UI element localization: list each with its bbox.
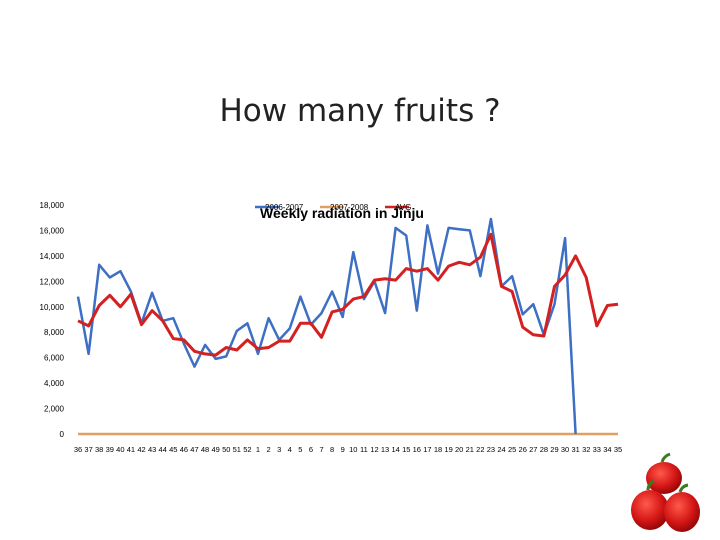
x-tick-label: 24 <box>497 445 505 454</box>
x-tick-label: 35 <box>614 445 622 454</box>
legend: 2006-2007 2007-2008 AVG <box>255 203 411 212</box>
x-tick-label: 50 <box>222 445 230 454</box>
y-axis: 0 2,000 4,000 6,000 8,000 10,000 12,000 14,000 1… <box>40 201 65 439</box>
x-tick-label: 11 <box>360 445 368 454</box>
slide-title: How many fruits ? <box>219 93 501 129</box>
x-tick-label: 30 <box>561 445 569 454</box>
x-tick-label: 49 <box>211 445 219 454</box>
x-tick-label: 7 <box>319 445 323 454</box>
pepper-shape <box>664 492 700 532</box>
x-tick-label: 34 <box>603 445 611 454</box>
x-tick-label: 2 <box>267 445 271 454</box>
x-tick-label: 27 <box>529 445 537 454</box>
x-tick-label: 9 <box>341 445 345 454</box>
x-tick-label: 8 <box>330 445 334 454</box>
x-tick-label: 41 <box>127 445 135 454</box>
x-tick-label: 45 <box>169 445 177 454</box>
x-tick-label: 48 <box>201 445 209 454</box>
series-line-avg <box>77 232 619 357</box>
x-tick-label: 16 <box>413 445 421 454</box>
x-tick-label: 44 <box>159 445 167 454</box>
pepper-stem <box>678 483 689 493</box>
x-tick-label: 26 <box>519 445 527 454</box>
x-tick-label: 5 <box>298 445 302 454</box>
legend-label: 2006-2007 <box>265 203 304 212</box>
y-tick-label: 10,000 <box>40 303 65 312</box>
x-tick-label: 19 <box>444 445 452 454</box>
x-tick-label: 4 <box>288 445 292 454</box>
chart-title: Weekly radiation in Jinju <box>260 205 424 221</box>
y-tick-label: 12,000 <box>40 277 65 286</box>
y-tick-label: 6,000 <box>44 354 65 363</box>
x-tick-label: 33 <box>593 445 601 454</box>
x-tick-label: 42 <box>137 445 145 454</box>
x-tick-label: 29 <box>550 445 558 454</box>
x-tick-label: 28 <box>540 445 548 454</box>
x-tick-label: 20 <box>455 445 463 454</box>
x-tick-label: 15 <box>402 445 410 454</box>
x-tick-label: 39 <box>106 445 114 454</box>
y-tick-label: 18,000 <box>40 201 65 210</box>
x-tick-label: 18 <box>434 445 442 454</box>
x-tick-label: 3 <box>277 445 281 454</box>
legend-label: 2007-2008 <box>330 203 369 212</box>
x-tick-label: 31 <box>571 445 579 454</box>
x-tick-label: 6 <box>309 445 313 454</box>
pepper-stem <box>660 452 671 463</box>
pepper-shape <box>646 462 682 494</box>
x-tick-label: 23 <box>487 445 495 454</box>
x-tick-label: 51 <box>233 445 241 454</box>
y-tick-label: 4,000 <box>44 379 65 388</box>
x-tick-label: 40 <box>116 445 124 454</box>
x-tick-label: 1 <box>256 445 260 454</box>
y-tick-label: 0 <box>60 430 65 439</box>
y-tick-label: 8,000 <box>44 328 65 337</box>
pepper-stem <box>646 479 655 491</box>
series-line-2006-2007 <box>76 217 577 435</box>
x-tick-label: 43 <box>148 445 156 454</box>
x-tick-label: 52 <box>243 445 251 454</box>
x-tick-label: 10 <box>349 445 357 454</box>
x-tick-label: 46 <box>180 445 188 454</box>
x-tick-label: 38 <box>95 445 103 454</box>
y-tick-label: 14,000 <box>40 252 65 261</box>
x-tick-label: 22 <box>476 445 484 454</box>
x-tick-label: 21 <box>466 445 474 454</box>
x-axis: 36 37 38 39 40 41 42 43 44 45 46 47 48 49 50 51 52 1 2 3 4 5 6… <box>74 445 622 454</box>
x-tick-label: 25 <box>508 445 516 454</box>
legend-label: AVG <box>395 203 411 212</box>
x-tick-label: 37 <box>84 445 92 454</box>
x-tick-label: 32 <box>582 445 590 454</box>
x-tick-label: 12 <box>370 445 378 454</box>
red-pepper-illustration <box>631 452 700 532</box>
y-tick-label: 2,000 <box>44 405 65 414</box>
x-tick-label: 13 <box>381 445 389 454</box>
y-tick-label: 16,000 <box>40 226 65 235</box>
pepper-shape <box>631 490 669 530</box>
x-tick-label: 17 <box>423 445 431 454</box>
x-tick-label: 36 <box>74 445 82 454</box>
plot-area <box>76 217 619 436</box>
x-tick-label: 14 <box>391 445 399 454</box>
x-tick-label: 47 <box>190 445 198 454</box>
